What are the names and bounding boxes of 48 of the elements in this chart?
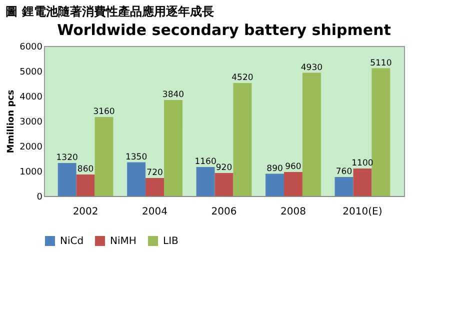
data-label: 4930 (300, 62, 323, 73)
legend-label: NiCd (60, 236, 84, 247)
data-label: 3840 (162, 90, 184, 100)
data-label: 5110 (370, 58, 392, 68)
bar (127, 162, 146, 196)
y-tick-label: 6000 (20, 42, 43, 52)
chart-subtitle: Worldwide secondary battery shipment (57, 21, 391, 39)
bar (214, 173, 234, 196)
bar (266, 174, 284, 196)
bar (94, 117, 114, 196)
bar (146, 178, 164, 196)
chart-title: 圖 鋰電池隨著消費性產品應用逐年成長 (6, 4, 214, 18)
y-tick-label: 1000 (20, 168, 43, 178)
bar (334, 177, 354, 196)
y-axis-title: Mmillion pcs (6, 90, 17, 154)
x-tick-label: 2010(E) (342, 206, 382, 218)
x-tick-label: 2002 (72, 206, 98, 218)
bar (302, 72, 321, 196)
bar (284, 172, 302, 196)
data-label: 960 (285, 162, 302, 172)
bar (164, 100, 182, 196)
data-label: 760 (336, 167, 352, 177)
x-tick-label: 2004 (142, 206, 168, 218)
data-label: 890 (266, 164, 283, 174)
bar (233, 83, 252, 196)
data-label: 1350 (125, 152, 148, 162)
legend-label: NiMH (110, 236, 136, 247)
data-label: 1160 (194, 157, 216, 167)
y-tick-label: 5000 (20, 68, 43, 78)
y-tick-label: 0 (36, 192, 43, 202)
data-label: 1320 (56, 153, 78, 163)
x-tick-label: 2006 (211, 206, 237, 218)
y-tick-label: 3000 (20, 118, 43, 128)
data-label: 860 (77, 164, 94, 174)
bar (372, 68, 390, 196)
legend-label: LIB (163, 236, 179, 247)
data-label: 920 (216, 163, 232, 173)
data-label: 1100 (352, 158, 374, 168)
y-tick-label: 2000 (20, 142, 43, 152)
x-tick-label: 2008 (280, 206, 306, 218)
y-tick-label: 4000 (20, 92, 43, 102)
data-label: 3160 (93, 107, 115, 117)
bar (76, 174, 95, 196)
bar (196, 167, 215, 196)
bar (58, 163, 76, 196)
bar (353, 168, 372, 196)
data-label: 4520 (232, 73, 254, 83)
data-label: 720 (146, 168, 163, 178)
